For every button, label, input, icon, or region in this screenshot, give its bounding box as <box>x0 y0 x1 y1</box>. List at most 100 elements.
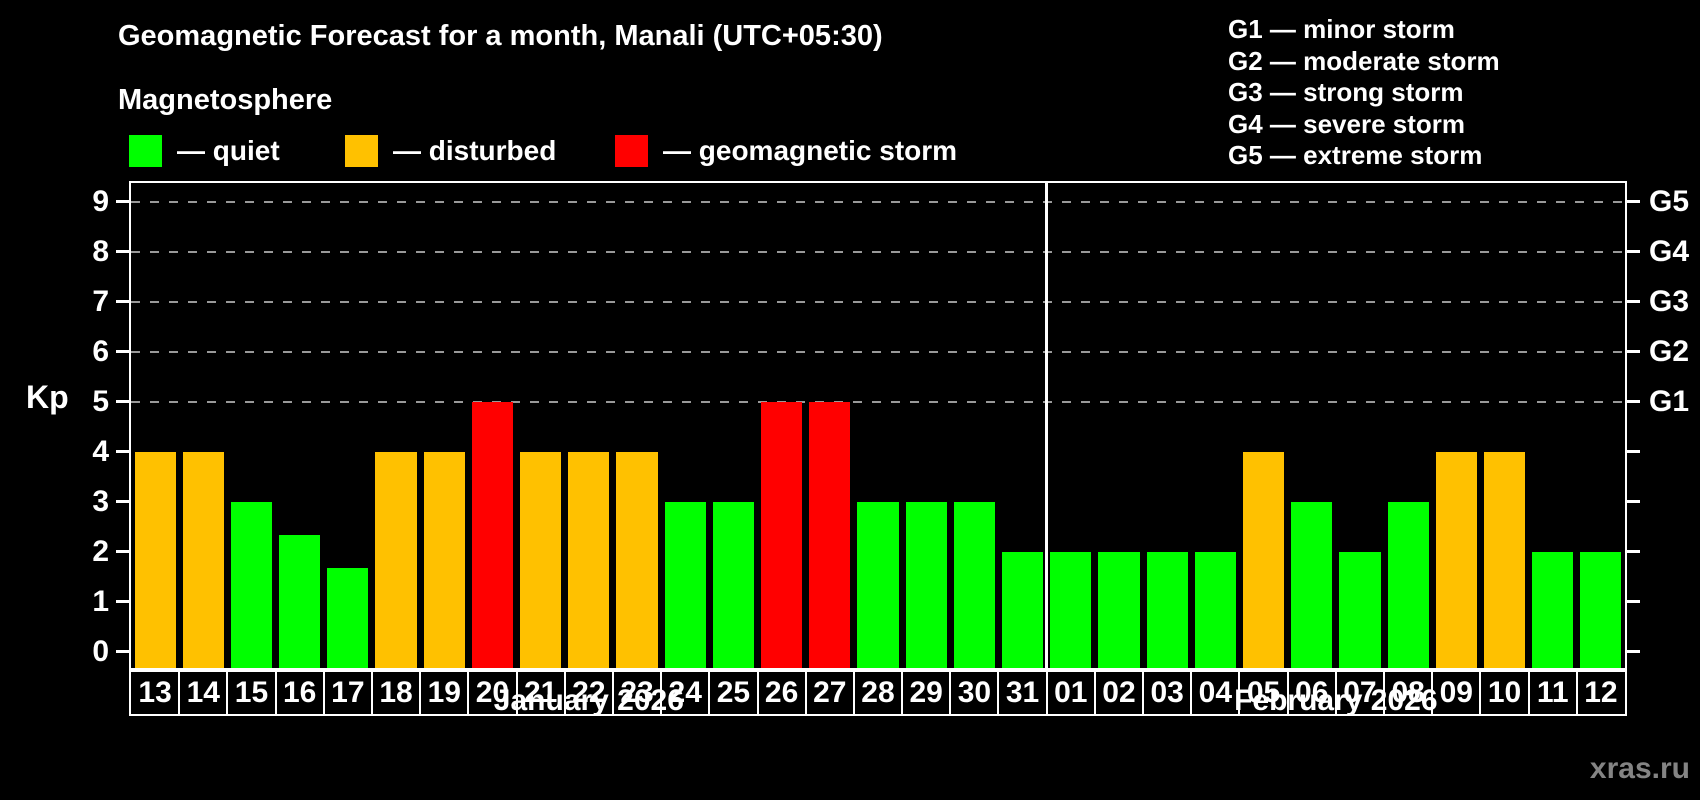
kp-bar-05 <box>1242 451 1285 668</box>
date-cell-divider <box>1286 672 1289 714</box>
date-cell: 17 <box>331 676 365 709</box>
left-axis-tick <box>116 400 129 404</box>
g-scale-label-g4: G4 <box>1649 234 1690 268</box>
date-cell: 27 <box>813 676 847 709</box>
date-cell-divider <box>611 672 614 714</box>
chart-title: Geomagnetic Forecast for a month, Manali… <box>118 20 883 52</box>
date-cell-divider <box>1334 672 1337 714</box>
left-axis-tick <box>116 200 129 204</box>
date-cell-divider <box>370 672 373 714</box>
date-cell-divider <box>274 672 277 714</box>
chart-plot-area: Kp 0 1 2 3 4 5 6 7 8 9 G1 G2 G3 G4 G5 <box>26 181 1689 670</box>
kp-bar-04 <box>1194 551 1236 668</box>
kp-bar-16 <box>279 535 321 668</box>
g-scale-label-g1: G1 <box>1649 384 1690 418</box>
date-cell-divider <box>756 672 759 714</box>
kp-bar-26 <box>761 401 803 668</box>
date-cell-divider <box>322 672 325 714</box>
kp-bar-20 <box>471 401 514 668</box>
left-axis-tick <box>116 350 129 354</box>
kp-tick-label: 6 <box>92 334 109 368</box>
kp-bar-17 <box>327 568 369 668</box>
storm-scale-item-g4: G4 — severe storm <box>1228 108 1466 139</box>
legend-item-storm: — geomagnetic storm <box>615 135 957 167</box>
date-cell-divider <box>1190 672 1193 714</box>
kp-tick-label: 4 <box>92 434 109 468</box>
gridline-kp8 <box>131 250 1625 253</box>
gridline-kp7 <box>131 300 1625 303</box>
date-cell-divider <box>467 672 470 714</box>
storm-scale-item-g5: G5 — extreme storm <box>1228 140 1483 170</box>
kp-bar-24 <box>664 501 706 668</box>
date-cell: 30 <box>957 676 992 709</box>
date-cell-divider <box>1238 672 1241 714</box>
kp-bar-06 <box>1291 501 1333 668</box>
month-label: January 2026 <box>493 684 684 717</box>
date-cell: 18 <box>379 676 413 709</box>
kp-tick-label: 5 <box>92 384 109 418</box>
g-scale-label-g3: G3 <box>1649 284 1690 318</box>
legend-label-storm: — geomagnetic storm <box>663 135 958 166</box>
date-cell-divider <box>419 672 422 714</box>
quiet-color-swatch <box>129 135 162 167</box>
storm-scale-item-g2: G2 — moderate storm <box>1228 45 1500 76</box>
month-label: February 2026 <box>1234 684 1438 717</box>
date-cell-divider <box>178 672 181 714</box>
legend-item-quiet: — quiet <box>129 135 280 167</box>
kp-tick-label: 7 <box>92 284 109 318</box>
date-cell: 16 <box>282 676 317 709</box>
right-axis-tick <box>1627 650 1640 654</box>
kp-bar-22 <box>568 451 610 668</box>
date-cell: 11 <box>1536 676 1569 709</box>
date-cell: 14 <box>186 676 220 709</box>
kp-tick-label: 0 <box>92 634 109 668</box>
left-axis-tick <box>116 650 129 654</box>
kp-axis-label: Kp <box>26 379 69 415</box>
date-cell-divider <box>1093 672 1096 714</box>
legend-item-disturbed: — disturbed <box>345 135 556 167</box>
date-cell: 24 <box>668 676 702 709</box>
right-axis-tick <box>1627 300 1640 304</box>
date-cell: 25 <box>716 676 751 709</box>
storm-scale-item-g1: G1 — minor storm <box>1228 14 1455 44</box>
date-cell: 19 <box>427 676 461 709</box>
date-cell: 29 <box>909 676 943 709</box>
kp-bar-13 <box>134 451 176 668</box>
left-axis-tick <box>116 600 129 604</box>
gridline-kp6 <box>131 350 1625 353</box>
left-axis-tick <box>116 500 129 504</box>
date-cell: 05 <box>1246 676 1281 709</box>
kp-bar-25 <box>712 501 754 668</box>
left-axis-tick <box>116 250 129 254</box>
kp-tick-label: 8 <box>92 234 109 268</box>
date-cell-divider <box>226 672 229 714</box>
date-cell-divider <box>1383 672 1386 714</box>
left-axis-tick <box>116 550 129 554</box>
date-cell-divider <box>949 672 952 714</box>
kp-tick-label: 1 <box>92 584 109 618</box>
date-cell: 13 <box>138 676 172 709</box>
storm-scale-legend: G1 — minor storm G2 — moderate storm G3 … <box>1228 14 1500 172</box>
date-cell: 20 <box>475 676 510 709</box>
right-axis-tick <box>1627 350 1640 354</box>
date-cell-divider <box>708 672 711 714</box>
date-axis-row: 13 14 15 16 17 18 19 20 21 22 23 24 25 26 27 28 29 30 31 01… <box>129 670 1627 716</box>
chart-subtitle: Magnetosphere <box>118 84 333 116</box>
watermark: xras.ru <box>1589 752 1690 785</box>
kp-bar-28 <box>857 501 899 668</box>
kp-bar-31 <box>1001 551 1044 668</box>
kp-bar-30 <box>953 501 995 668</box>
date-cell: 06 <box>1295 676 1329 709</box>
kp-bar-14 <box>182 451 224 668</box>
gridline-kp5 <box>131 400 1625 403</box>
date-cell-divider <box>1045 672 1048 714</box>
g-scale-label-g2: G2 <box>1649 334 1690 368</box>
g-scale-label-g5: G5 <box>1649 184 1690 218</box>
date-cell: 03 <box>1150 676 1184 709</box>
kp-tick-label: 2 <box>92 534 109 568</box>
kp-bar-15 <box>230 501 273 668</box>
right-axis-tick <box>1627 550 1640 554</box>
kp-bar-11 <box>1532 551 1574 668</box>
kp-bar-09 <box>1435 451 1477 668</box>
